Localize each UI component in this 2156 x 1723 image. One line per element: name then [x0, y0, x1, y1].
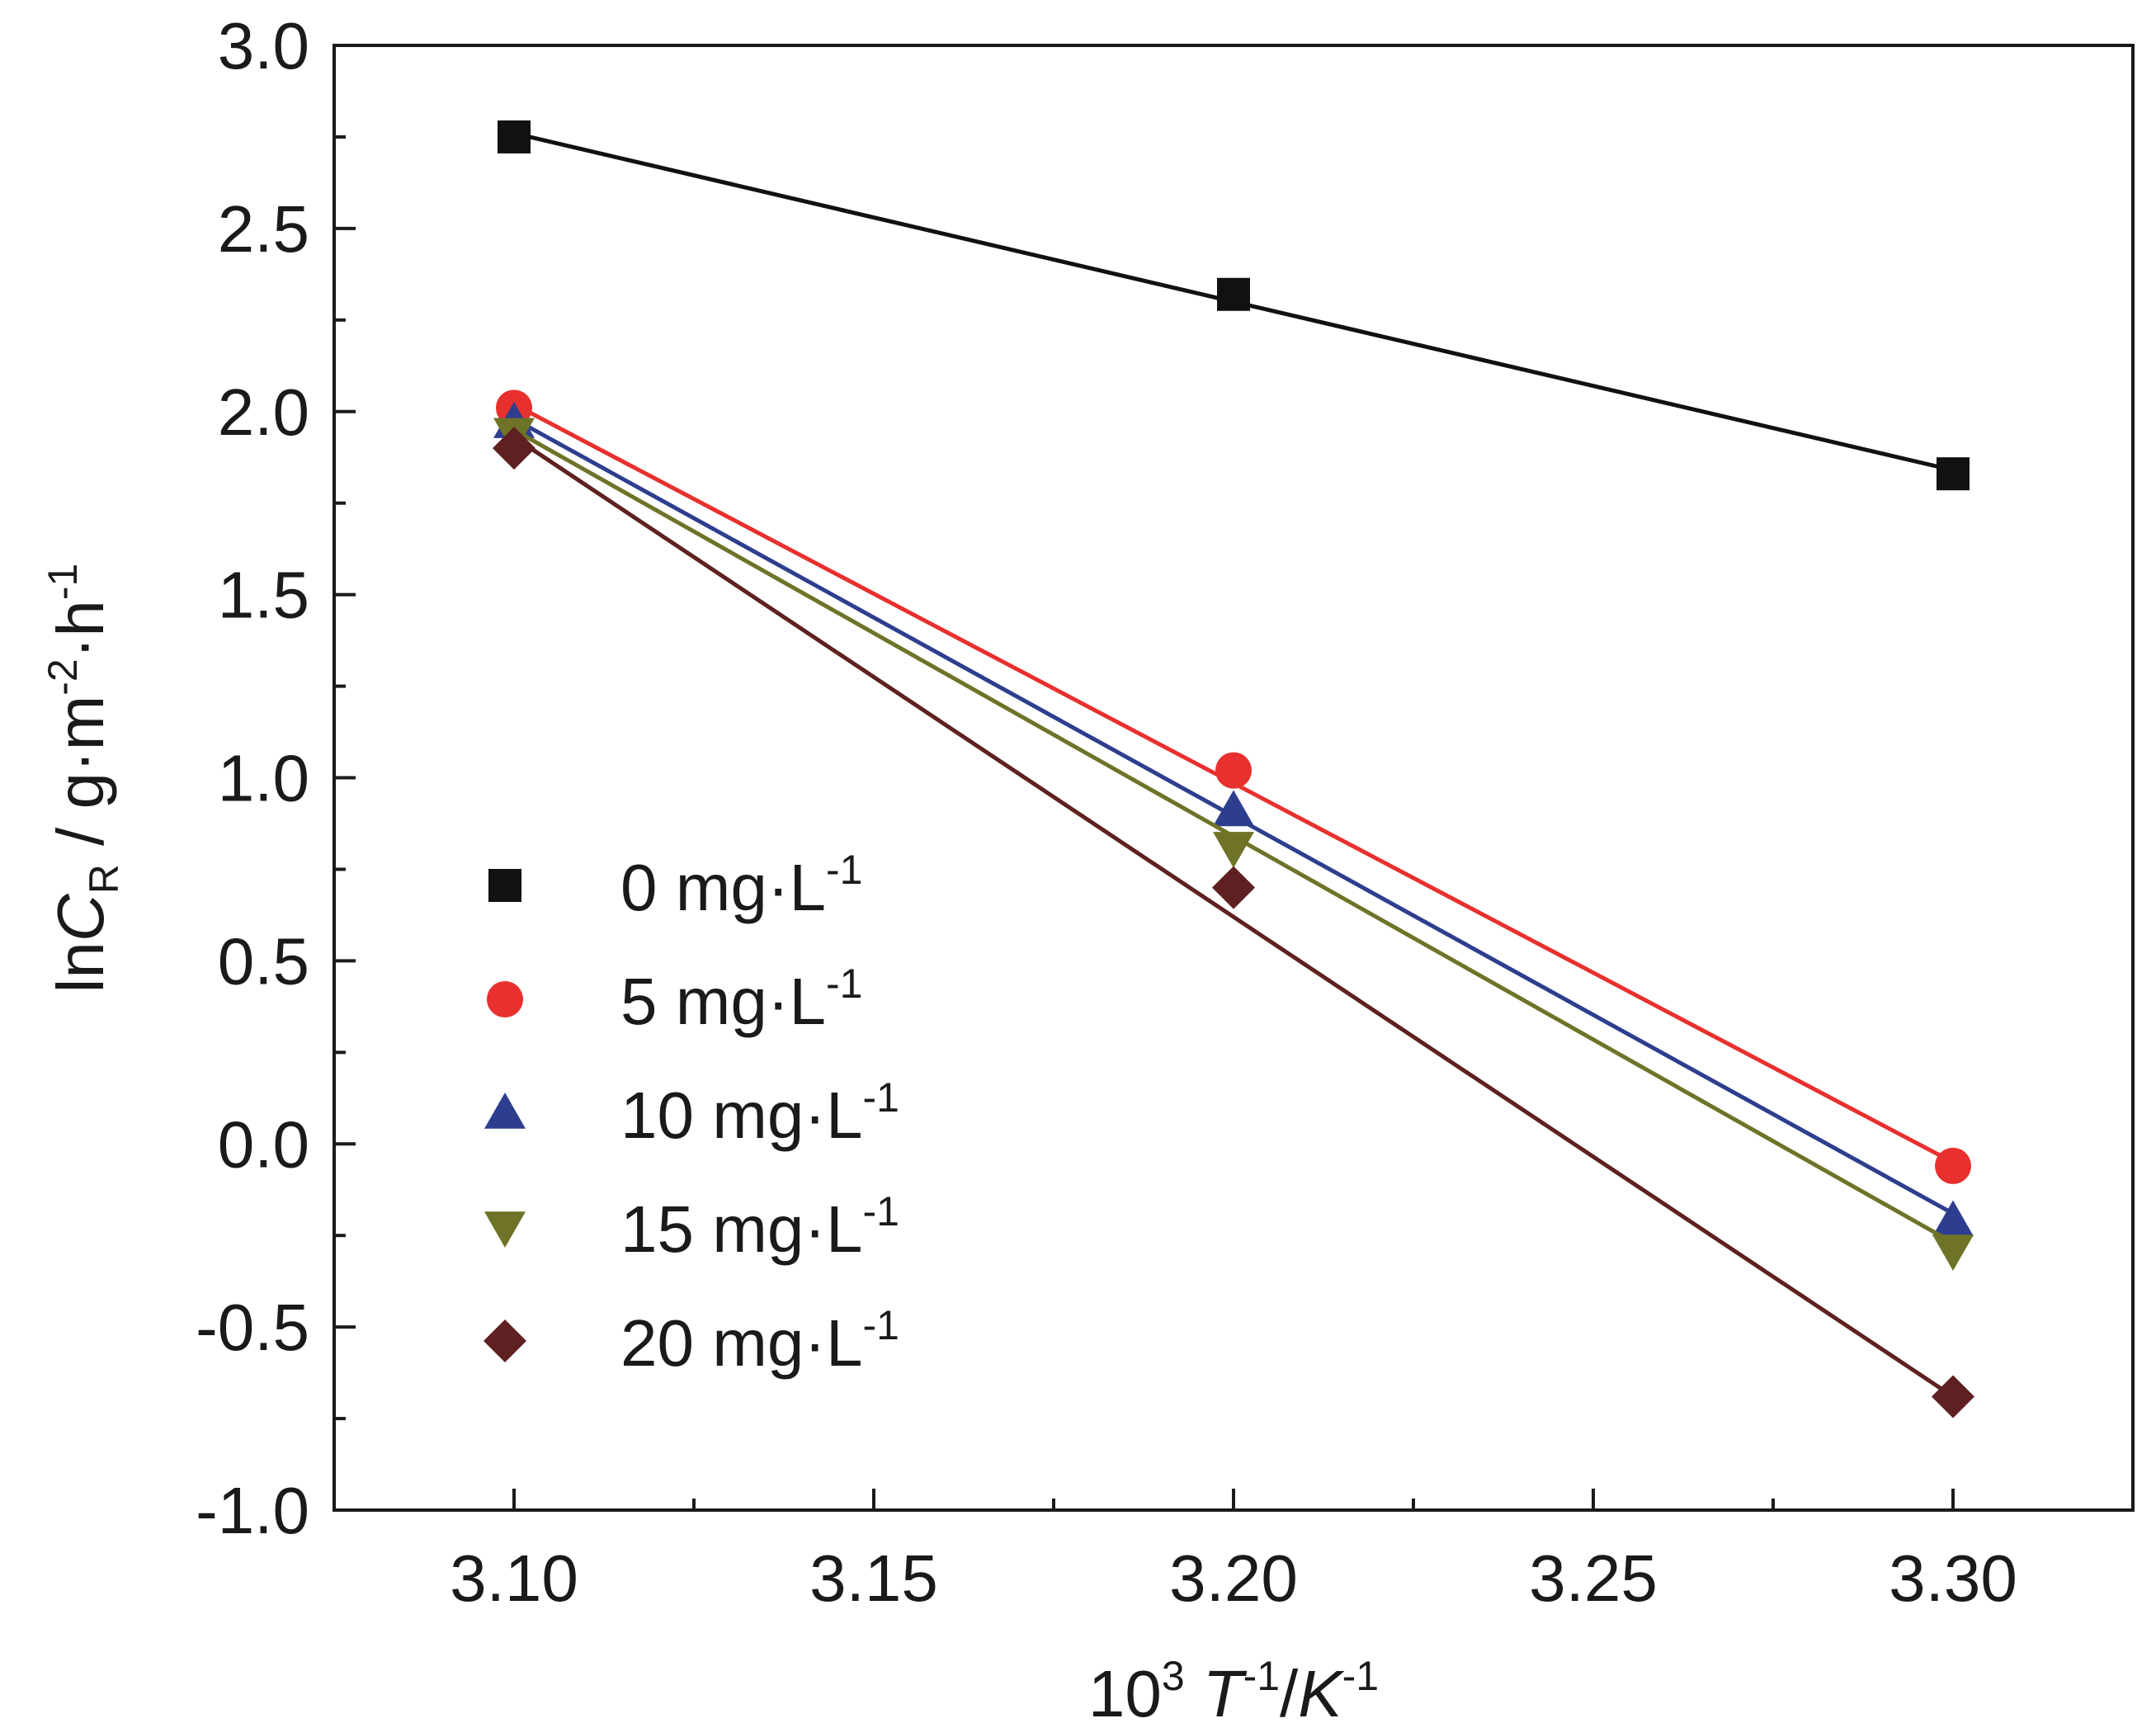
data-point	[1217, 277, 1250, 311]
legend-item: 0 mg·L-1	[488, 847, 862, 924]
data-point	[1932, 1234, 1974, 1271]
legend-marker	[484, 1211, 526, 1248]
legend-marker	[488, 869, 521, 902]
axis-ticks: 3.10 3.15 3.20 3.25 3.30 3.0 2.5 2.0 1.5 1.0 0.5 0.…	[196, 9, 2017, 1615]
y-tick-label: -0.5	[196, 1291, 309, 1364]
legend-marker	[484, 1093, 526, 1129]
legend-label: 20 mg·L-1	[620, 1302, 899, 1380]
plot-area	[493, 120, 1974, 1419]
data-point	[1212, 866, 1255, 909]
data-point	[1213, 832, 1254, 868]
y-tick-label: 3.0	[218, 9, 309, 83]
y-tick-label: 2.0	[218, 375, 309, 449]
data-point	[1215, 752, 1252, 789]
series-diamond	[493, 427, 1974, 1419]
data-point	[498, 120, 531, 153]
x-tick-label: 3.20	[1169, 1541, 1298, 1615]
data-point	[1932, 1375, 1974, 1419]
data-point	[1932, 1200, 1974, 1237]
y-tick-label: 0.0	[218, 1107, 309, 1181]
x-tick-label: 3.30	[1889, 1541, 2017, 1615]
series-circle	[496, 389, 1971, 1184]
legend-label: 10 mg·L-1	[620, 1074, 899, 1152]
x-axis-title: 103 T-1/K-1	[1088, 1653, 1379, 1723]
y-tick-label: -1.0	[196, 1474, 309, 1547]
y-tick-label: 2.5	[218, 192, 309, 266]
legend: 0 mg·L-1 5 mg·L-1 10 mg·L-1 15 mg·L-1 20 mg·…	[484, 847, 899, 1380]
y-tick-label: 1.0	[218, 742, 309, 815]
data-point	[1213, 790, 1254, 827]
legend-item: 20 mg·L-1	[484, 1302, 899, 1380]
data-point	[1935, 1147, 1971, 1184]
series-square	[498, 120, 1970, 491]
legend-label: 5 mg·L-1	[620, 961, 862, 1038]
legend-item: 15 mg·L-1	[484, 1188, 899, 1266]
data-point	[493, 427, 535, 470]
legend-label: 15 mg·L-1	[620, 1188, 899, 1266]
y-tick-label: 1.5	[218, 559, 309, 632]
legend-item: 5 mg·L-1	[487, 961, 862, 1038]
legend-item: 10 mg·L-1	[484, 1074, 899, 1152]
fit-line	[512, 435, 1955, 1399]
legend-marker	[484, 1319, 526, 1362]
legend-marker	[487, 981, 523, 1017]
x-tick-label: 3.25	[1529, 1541, 1658, 1615]
y-tick-label: 0.5	[218, 924, 309, 998]
legend-label: 0 mg·L-1	[620, 847, 862, 924]
x-tick-label: 3.10	[450, 1541, 578, 1615]
y-axis-title: lnCR / g·m-2·h-1	[40, 564, 127, 994]
x-tick-label: 3.15	[809, 1541, 938, 1615]
data-point	[1937, 457, 1970, 491]
